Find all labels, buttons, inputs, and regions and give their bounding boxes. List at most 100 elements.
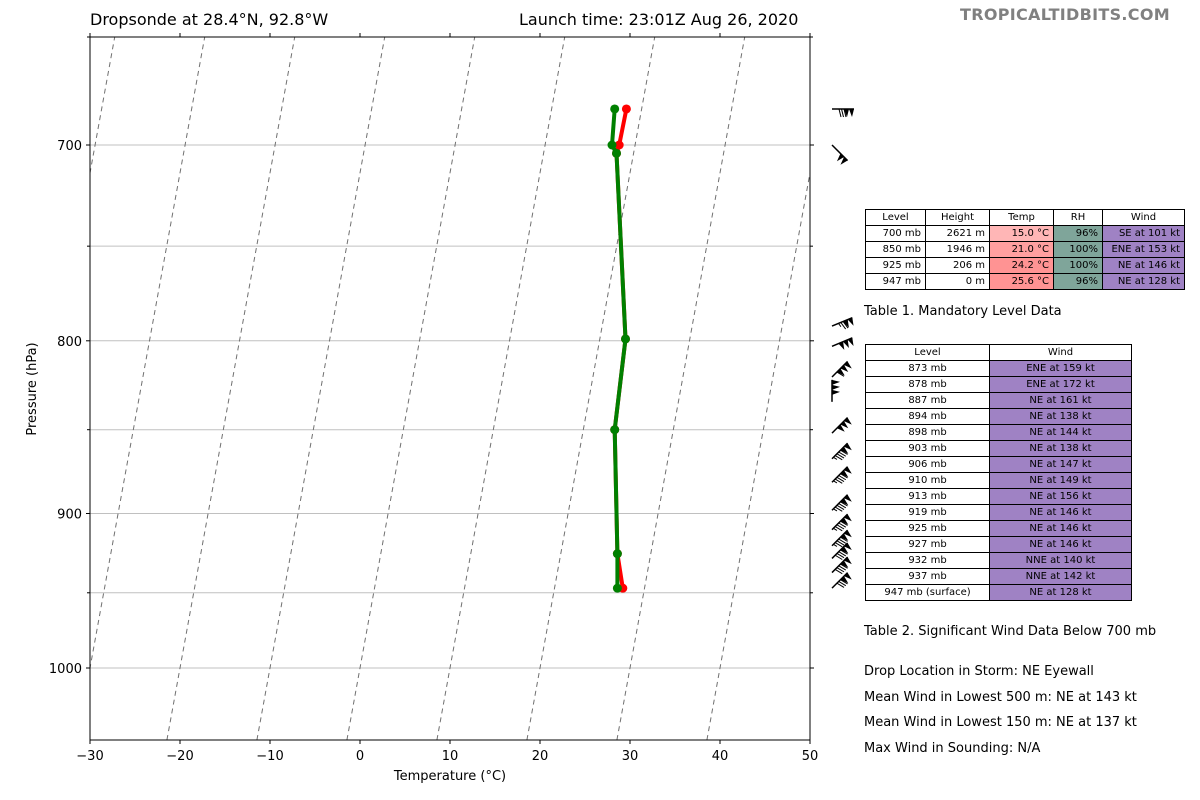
col-header-level: Level — [865, 344, 990, 361]
table-row: 906 mb NE at 147 kt — [865, 456, 1132, 473]
x-tick-label: 20 — [532, 749, 549, 764]
x-tick-label: 50 — [802, 749, 819, 764]
cell-level: 873 mb — [865, 360, 990, 377]
isotherm-lines — [0, 37, 810, 740]
cell-temp: 21.0 °C — [989, 241, 1054, 258]
table-row: 947 mb (surface) NE at 128 kt — [865, 584, 1132, 601]
cell-level: 925 mb — [865, 257, 926, 274]
cell-rh: 100% — [1053, 257, 1103, 274]
col-header-wind: Wind — [1102, 209, 1185, 226]
cell-level: 894 mb — [865, 408, 990, 425]
col-header-temp: Temp — [989, 209, 1054, 226]
table-row: 932 mb NNE at 140 kt — [865, 552, 1132, 569]
table-row: 910 mb NE at 149 kt — [865, 472, 1132, 489]
wind-barb — [831, 316, 854, 330]
cell-level: 947 mb — [865, 273, 926, 290]
wind-barb — [831, 144, 849, 165]
point-dewpoint — [612, 549, 622, 559]
cell-wind: SE at 101 kt — [1102, 225, 1185, 242]
isotherm--20 — [166, 37, 296, 740]
x-tick-label: 10 — [442, 749, 459, 764]
cell-wind: ENE at 172 kt — [989, 376, 1132, 393]
cell-wind: NE at 146 kt — [989, 520, 1132, 537]
isotherm-40 — [706, 170, 810, 740]
col-header-wind: Wind — [989, 344, 1132, 361]
isotherm--10 — [256, 37, 386, 740]
cell-wind: NE at 138 kt — [989, 408, 1132, 425]
table-row: 700 mb 2621 m 15.0 °C 96% SE at 101 kt — [865, 225, 1185, 242]
cell-temp: 25.6 °C — [989, 273, 1054, 290]
cell-wind: NE at 156 kt — [989, 488, 1132, 505]
point-dewpoint — [612, 148, 621, 158]
cell-wind: NNE at 140 kt — [989, 552, 1132, 569]
mean-wind-150m: Mean Wind in Lowest 150 m: NE at 137 kt — [864, 715, 1137, 730]
cell-height: 1946 m — [925, 241, 990, 258]
x-tick-label: 40 — [712, 749, 729, 764]
y-tick-label: 700 — [57, 139, 82, 154]
isotherm-30 — [616, 37, 746, 740]
cell-wind: NE at 146 kt — [989, 504, 1132, 521]
isotherm--30 — [90, 37, 206, 671]
table-row: 937 mb NNE at 142 kt — [865, 568, 1132, 585]
cell-rh: 100% — [1053, 241, 1103, 258]
significant-wind-table: Level Wind 873 mb ENE at 159 kt 878 mb ENE … — [865, 344, 1132, 601]
cell-wind: ENE at 153 kt — [1102, 241, 1185, 258]
col-header-rh: RH — [1053, 209, 1103, 226]
table2-caption: Table 2. Significant Wind Data Below 700… — [864, 624, 1157, 639]
cell-level: 913 mb — [865, 488, 990, 505]
isotherm-20 — [526, 37, 656, 740]
isotherm--50 — [0, 37, 25, 740]
point-temperature — [621, 104, 631, 114]
table-row: 947 mb 0 m 25.6 °C 96% NE at 128 kt — [865, 273, 1185, 290]
wind-barb — [831, 542, 852, 560]
point-temperature — [614, 140, 624, 150]
wind-barb — [831, 513, 852, 532]
mandatory-level-table: Level Height Temp RH Wind 700 mb 2621 m … — [865, 209, 1185, 290]
point-dewpoint — [610, 104, 620, 114]
table1-caption: Table 1. Mandatory Level Data — [864, 304, 1062, 319]
cell-height: 2621 m — [925, 225, 990, 242]
cell-level: 925 mb — [865, 520, 990, 537]
wind-barb — [831, 417, 852, 434]
wind-barbs — [831, 108, 854, 589]
table-row: 894 mb NE at 138 kt — [865, 408, 1132, 425]
cell-wind: NE at 147 kt — [989, 456, 1132, 473]
point-dewpoint — [610, 425, 620, 435]
wind-barb — [831, 360, 852, 378]
sounding-series — [607, 104, 631, 593]
y-axis-ticks: 700 800 900 1000 — [49, 36, 814, 677]
cell-wind: NNE at 142 kt — [989, 568, 1132, 585]
isotherm-0 — [346, 37, 476, 740]
x-tick-label: −10 — [256, 749, 283, 764]
cell-height: 206 m — [925, 257, 990, 274]
col-header-height: Height — [925, 209, 990, 226]
cell-level: 927 mb — [865, 536, 990, 553]
wind-barb — [831, 529, 852, 548]
cell-rh: 96% — [1053, 225, 1103, 242]
x-tick-label: 0 — [356, 749, 364, 764]
table-row: 850 mb 1946 m 21.0 °C 100% ENE at 153 kt — [865, 241, 1185, 258]
watermark: TROPICALTIDBITS.COM — [960, 5, 1170, 24]
table-header-row: Level Wind — [865, 344, 1132, 361]
point-dewpoint — [612, 583, 622, 593]
table-row: 903 mb NE at 138 kt — [865, 440, 1132, 457]
wind-barb — [831, 379, 840, 402]
plot-frame — [89, 36, 811, 741]
cell-wind: NE at 144 kt — [989, 424, 1132, 441]
cell-wind: NE at 149 kt — [989, 472, 1132, 489]
y-tick-label: 900 — [57, 508, 82, 523]
wind-barb — [832, 108, 854, 118]
x-tick-label: −20 — [166, 749, 193, 764]
table-row: 887 mb NE at 161 kt — [865, 392, 1132, 409]
cell-wind: NE at 128 kt — [1102, 273, 1185, 290]
series-line-dewpoint — [610, 108, 628, 589]
col-header-level: Level — [865, 209, 926, 226]
table-row: 919 mb NE at 146 kt — [865, 504, 1132, 521]
y-tick-label: 800 — [57, 335, 82, 350]
max-wind: Max Wind in Sounding: N/A — [864, 741, 1041, 756]
cell-level: 850 mb — [865, 241, 926, 258]
cell-wind: NE at 128 kt — [989, 584, 1132, 601]
wind-barb — [831, 556, 852, 575]
skewt-chart: −30 −20 −10 0 10 20 30 40 50 700 800 900 1000 Tempe… — [0, 33, 854, 784]
wind-barb — [831, 442, 852, 461]
